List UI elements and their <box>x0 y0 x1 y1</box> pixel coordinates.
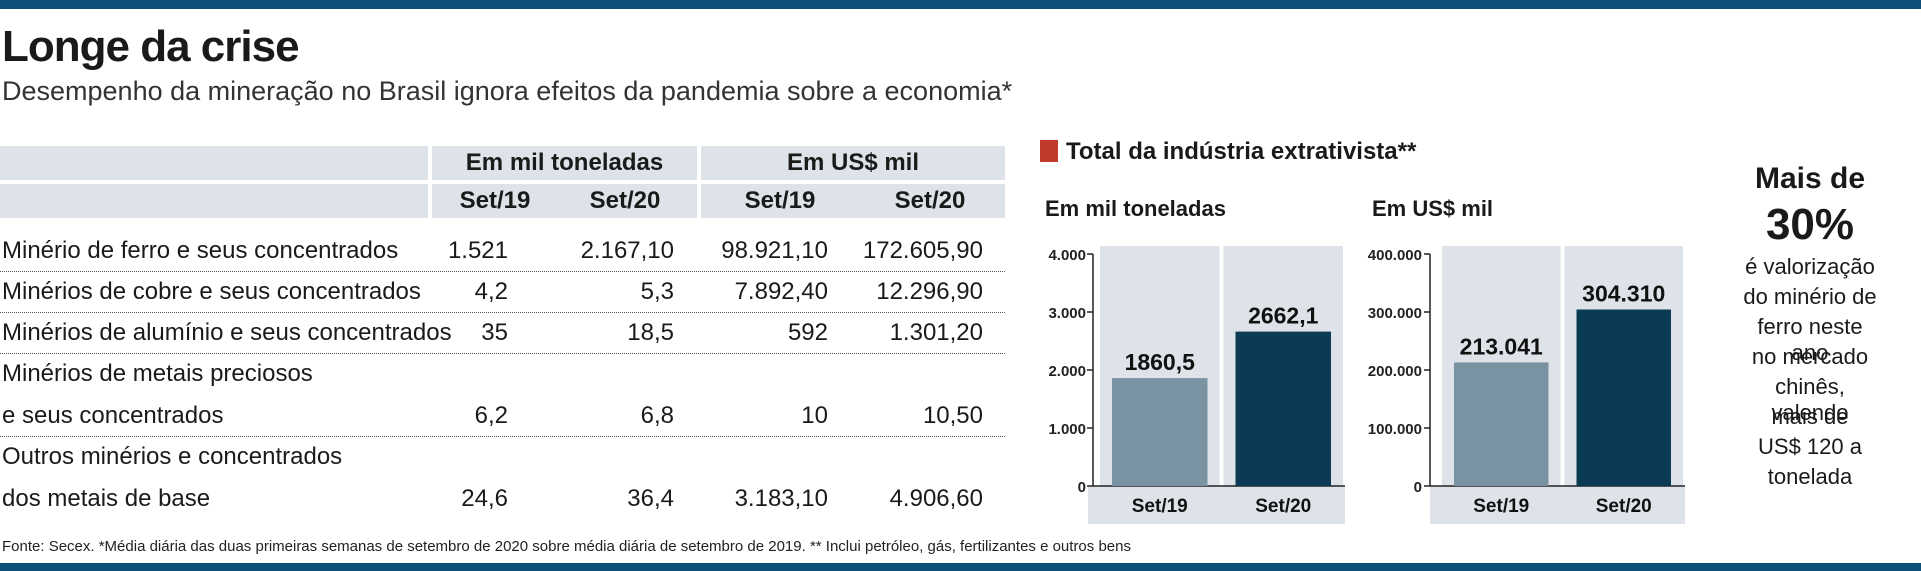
y-tick-label: 400.000 <box>1368 247 1422 264</box>
table-cell: 1.301,20 <box>889 319 983 346</box>
y-tick-label: 0 <box>1414 479 1422 496</box>
callout-text-line: mais de <box>1771 404 1849 429</box>
table-cell: 24,6 <box>461 485 508 512</box>
group-header-usd: Em US$ mil <box>786 149 920 176</box>
chart-panel-bg <box>1223 246 1343 486</box>
table-cell: 172.605,90 <box>862 237 983 264</box>
table-row-label: Minério de ferro e seus concentrados <box>2 237 399 264</box>
bar-value-label: 2662,1 <box>1248 303 1319 329</box>
table-row-label: Outros minérios e concentrados <box>2 443 343 470</box>
table-cell: 5,3 <box>640 278 674 305</box>
callout-value: 30% <box>1765 200 1855 249</box>
bar-value-label: 1860,5 <box>1125 349 1196 375</box>
chart-subtitle: Desempenho da mineração no Brasil ignora… <box>2 76 1013 106</box>
bar <box>1235 331 1331 486</box>
table-cell: 6,8 <box>640 402 674 429</box>
table-cell: 98.921,10 <box>721 237 828 264</box>
table-row-label: dos metais de base <box>2 485 211 512</box>
callout-text-line: US$ 120 a <box>1758 434 1862 459</box>
table-row-label: e seus concentrados <box>2 402 224 429</box>
y-tick-label: 3.000 <box>1048 305 1086 322</box>
bar-value-label: 213.041 <box>1460 333 1543 359</box>
table-cell: 12.296,90 <box>876 278 983 305</box>
y-tick-label: 1.000 <box>1048 421 1086 438</box>
table-cell: 4,2 <box>474 278 508 305</box>
x-tick-label: Set/19 <box>1473 496 1529 517</box>
top-accent-bar <box>0 0 1921 9</box>
table-cell: 36,4 <box>627 485 674 512</box>
group-header-tonnes: Em mil toneladas <box>465 149 664 176</box>
y-tick-label: 0 <box>1078 479 1086 496</box>
callout-text-line: do minério de <box>1743 284 1877 309</box>
y-tick-label: 300.000 <box>1368 305 1422 322</box>
bar-value-label: 304.310 <box>1582 281 1665 307</box>
table-cell: 10 <box>801 402 828 429</box>
callout-text-line: chinês, valendo <box>1771 374 1849 425</box>
table-cell: 592 <box>787 319 828 346</box>
footnote: Fonte: Secex. *Média diária das duas pri… <box>2 538 1131 555</box>
table-cell: 35 <box>481 319 508 346</box>
chart2-title: Em US$ mil <box>1372 196 1494 221</box>
callout-text-line: ferro neste ano <box>1757 314 1863 365</box>
bottom-accent-bar <box>0 563 1921 571</box>
callout-text-line: no mercado <box>1751 344 1869 369</box>
chart1-title: Em mil toneladas <box>1045 196 1226 221</box>
red-square-icon <box>1040 140 1058 162</box>
table-cell: 10,50 <box>922 402 983 429</box>
table-cell: 7.892,40 <box>734 278 828 305</box>
bar <box>1576 309 1671 486</box>
y-tick-label: 100.000 <box>1368 421 1422 438</box>
table-row-label: Minérios de cobre e seus concentrados <box>2 278 421 305</box>
col-header-tonnes-set20: Set/20 <box>589 187 661 214</box>
chart-title: Longe da crise <box>2 22 300 71</box>
table-cell: 18,5 <box>627 319 674 346</box>
table-header-band-2 <box>0 184 1005 218</box>
category-band <box>1430 486 1685 524</box>
col-header-usd-set20: Set/20 <box>894 187 966 214</box>
chart-panel-bg <box>1100 246 1220 486</box>
table-row-label: Minérios de metais preciosos <box>2 360 313 387</box>
table-row-label: Minérios de alumínio e seus concentrados <box>2 319 452 346</box>
table-cell: 1.521 <box>447 237 508 264</box>
y-tick-label: 4.000 <box>1048 247 1086 264</box>
category-band <box>1088 486 1345 524</box>
y-tick-label: 200.000 <box>1368 363 1422 380</box>
x-tick-label: Set/19 <box>1132 496 1188 517</box>
table-cell: 6,2 <box>474 402 508 429</box>
callout-text-line: é valorização <box>1745 254 1875 279</box>
table-header-band-1 <box>0 146 1005 180</box>
callout-lead: Mais de <box>1754 162 1866 195</box>
callout-text-line: tonelada <box>1767 464 1853 489</box>
chart-section-heading: Total da indústria extrativista** <box>1040 138 1416 166</box>
chart-panel-bg <box>1442 246 1561 486</box>
bar <box>1112 378 1208 486</box>
x-tick-label: Set/20 <box>1255 496 1311 517</box>
chart-panel-bg <box>1564 246 1683 486</box>
y-tick-label: 2.000 <box>1048 363 1086 380</box>
table-cell: 3.183,10 <box>734 485 828 512</box>
col-header-usd-set19: Set/19 <box>744 187 816 214</box>
bar <box>1454 362 1549 486</box>
x-tick-label: Set/20 <box>1596 496 1652 517</box>
table-cell: 4.906,60 <box>889 485 983 512</box>
col-header-tonnes-set19: Set/19 <box>459 187 531 214</box>
table-cell: 2.167,10 <box>580 237 674 264</box>
